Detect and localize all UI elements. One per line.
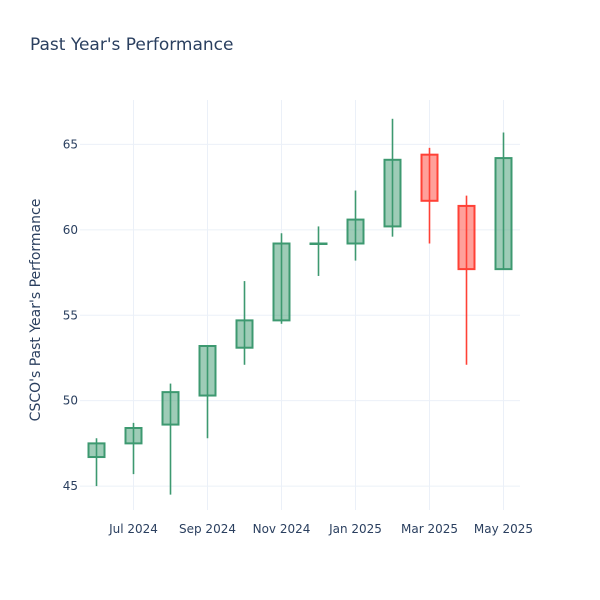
- y-tick-label: 55: [63, 308, 78, 322]
- candle: [235, 281, 254, 365]
- candle-body: [494, 157, 513, 271]
- gridlines: [80, 100, 520, 510]
- x-tick-label: Mar 2025: [401, 522, 458, 536]
- candle: [309, 226, 328, 276]
- candle-body: [272, 242, 291, 322]
- candles: [87, 118, 513, 495]
- candle-body: [420, 153, 439, 202]
- candle-body: [124, 427, 143, 445]
- candle: [124, 422, 143, 475]
- candle-body: [309, 242, 328, 245]
- y-tick-label: 60: [63, 223, 78, 237]
- y-tick-label: 45: [63, 479, 78, 493]
- candle: [272, 233, 291, 324]
- x-tick-label: Nov 2024: [253, 522, 311, 536]
- x-axis-ticks: Jul 2024 Sep 2024 Nov 2024 Jan 2025 Mar 2025…: [108, 522, 533, 536]
- candle-body: [235, 319, 254, 349]
- y-axis-ticks: 45 50 55 60 65: [63, 137, 78, 493]
- chart-title: Past Year's Performance: [30, 35, 234, 55]
- candle-body: [457, 204, 476, 271]
- candle: [198, 345, 217, 439]
- x-tick-label: May 2025: [474, 522, 533, 536]
- y-tick-label: 50: [63, 394, 78, 408]
- candle: [346, 190, 365, 261]
- candle: [457, 195, 476, 365]
- candle-body: [198, 345, 217, 397]
- candle: [494, 132, 513, 271]
- candle: [420, 147, 439, 244]
- y-axis-label: CSCO's Past Year's Performance: [28, 199, 44, 422]
- candle: [161, 383, 180, 495]
- candle: [383, 118, 402, 237]
- candle: [87, 438, 106, 487]
- candle-body: [87, 442, 106, 459]
- candle-body: [346, 218, 365, 245]
- x-tick-label: Jul 2024: [108, 522, 158, 536]
- x-tick-label: Jan 2025: [328, 522, 382, 536]
- x-tick-label: Sep 2024: [179, 522, 236, 536]
- candle-body: [383, 158, 402, 228]
- y-tick-label: 65: [63, 137, 78, 151]
- candle-body: [161, 391, 180, 426]
